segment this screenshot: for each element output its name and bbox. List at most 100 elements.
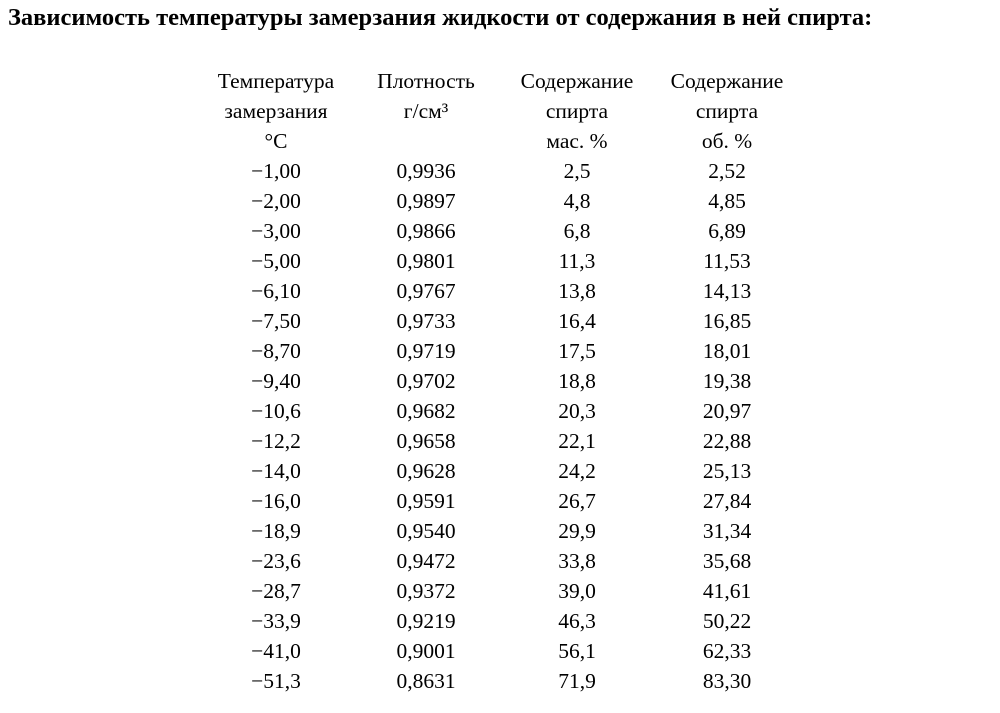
- header-line: Плотность: [377, 69, 475, 93]
- cell-temperature: −23,6: [251, 549, 301, 573]
- cell-mass-percent: 71,9: [558, 669, 596, 693]
- cell-volume-percent: 31,34: [702, 519, 752, 543]
- table-row: −14,0 0,9628 24,2 25,13: [0, 456, 1000, 486]
- cell-density: 0,9682: [396, 399, 456, 423]
- table-row: −5,00 0,9801 11,3 11,53: [0, 246, 1000, 276]
- cell-mass-percent: 56,1: [558, 639, 596, 663]
- table-row: −12,2 0,9658 22,1 22,88: [0, 426, 1000, 456]
- header-density: Плотность г/см³: [356, 66, 496, 126]
- header-line: мас. %: [546, 129, 608, 153]
- cell-mass-percent: 6,8: [563, 219, 591, 243]
- cell-mass-percent: 20,3: [558, 399, 596, 423]
- cell-temperature: −7,50: [251, 309, 301, 333]
- cell-volume-percent: 6,89: [708, 219, 746, 243]
- cell-density: 0,9702: [396, 369, 456, 393]
- header-line: замерзания: [224, 99, 328, 123]
- cell-volume-percent: 2,52: [708, 159, 746, 183]
- cell-temperature: −6,10: [251, 279, 301, 303]
- table-row: −41,0 0,9001 56,1 62,33: [0, 636, 1000, 666]
- cell-density: 0,9658: [396, 429, 456, 453]
- table-row: −1,00 0,9936 2,5 2,52: [0, 156, 1000, 186]
- cell-mass-percent: 2,5: [563, 159, 591, 183]
- header-line: об. %: [701, 129, 753, 153]
- cell-temperature: −8,70: [251, 339, 301, 363]
- cell-volume-percent: 83,30: [702, 669, 752, 693]
- cell-density: 0,9801: [396, 249, 456, 273]
- cell-temperature: −14,0: [251, 459, 301, 483]
- table-row: −9,40 0,9702 18,8 19,38: [0, 366, 1000, 396]
- cell-mass-percent: 4,8: [563, 189, 591, 213]
- header-line: г/см³: [403, 99, 449, 123]
- header-alcohol-volume-percent: Содержание спирта об. %: [652, 66, 802, 156]
- cell-temperature: −12,2: [251, 429, 301, 453]
- cell-temperature: −28,7: [251, 579, 301, 603]
- table-row: −7,50 0,9733 16,4 16,85: [0, 306, 1000, 336]
- cell-mass-percent: 11,3: [558, 249, 596, 273]
- table-row: −6,10 0,9767 13,8 14,13: [0, 276, 1000, 306]
- table-row: −18,9 0,9540 29,9 31,34: [0, 516, 1000, 546]
- table-row: −51,3 0,8631 71,9 83,30: [0, 666, 1000, 696]
- cell-density: 0,9719: [396, 339, 456, 363]
- cell-temperature: −10,6: [251, 399, 301, 423]
- cell-temperature: −51,3: [251, 669, 301, 693]
- header-line: спирта: [695, 99, 759, 123]
- table-row: −23,6 0,9472 33,8 35,68: [0, 546, 1000, 576]
- cell-temperature: −18,9: [251, 519, 301, 543]
- cell-density: 0,9591: [396, 489, 456, 513]
- table-row: −16,0 0,9591 26,7 27,84: [0, 486, 1000, 516]
- cell-volume-percent: 16,85: [702, 309, 752, 333]
- cell-volume-percent: 25,13: [702, 459, 752, 483]
- cell-volume-percent: 4,85: [708, 189, 746, 213]
- cell-volume-percent: 62,33: [702, 639, 752, 663]
- page-title: Зависимость температуры замерзания жидко…: [8, 4, 873, 31]
- cell-mass-percent: 33,8: [558, 549, 596, 573]
- cell-mass-percent: 46,3: [558, 609, 596, 633]
- cell-volume-percent: 41,61: [702, 579, 752, 603]
- cell-mass-percent: 18,8: [558, 369, 596, 393]
- cell-density: 0,9472: [396, 549, 456, 573]
- header-alcohol-mass-percent: Содержание спирта мас. %: [502, 66, 652, 156]
- table-row: −2,00 0,9897 4,8 4,85: [0, 186, 1000, 216]
- cell-density: 0,9372: [396, 579, 456, 603]
- table-row: −28,7 0,9372 39,0 41,61: [0, 576, 1000, 606]
- cell-volume-percent: 35,68: [702, 549, 752, 573]
- cell-volume-percent: 19,38: [702, 369, 752, 393]
- cell-density: 0,8631: [396, 669, 456, 693]
- cell-temperature: −16,0: [251, 489, 301, 513]
- table-row: −10,6 0,9682 20,3 20,97: [0, 396, 1000, 426]
- header-freezing-temperature: Температура замерзания °C: [196, 66, 356, 156]
- cell-mass-percent: 16,4: [558, 309, 596, 333]
- table-row: −33,9 0,9219 46,3 50,22: [0, 606, 1000, 636]
- cell-volume-percent: 50,22: [702, 609, 752, 633]
- cell-temperature: −41,0: [251, 639, 301, 663]
- cell-density: 0,9219: [396, 609, 456, 633]
- cell-mass-percent: 29,9: [558, 519, 596, 543]
- cell-density: 0,9936: [396, 159, 456, 183]
- cell-mass-percent: 22,1: [558, 429, 596, 453]
- cell-temperature: −9,40: [251, 369, 301, 393]
- cell-mass-percent: 17,5: [558, 339, 596, 363]
- cell-volume-percent: 14,13: [702, 279, 752, 303]
- cell-temperature: −3,00: [251, 219, 301, 243]
- cell-density: 0,9767: [396, 279, 456, 303]
- header-line: °C: [264, 129, 288, 153]
- cell-density: 0,9001: [396, 639, 456, 663]
- cell-volume-percent: 20,97: [702, 399, 752, 423]
- cell-density: 0,9628: [396, 459, 456, 483]
- cell-density: 0,9733: [396, 309, 456, 333]
- cell-density: 0,9897: [396, 189, 456, 213]
- table-row: −8,70 0,9719 17,5 18,01: [0, 336, 1000, 366]
- cell-temperature: −5,00: [251, 249, 301, 273]
- cell-mass-percent: 26,7: [558, 489, 596, 513]
- cell-volume-percent: 27,84: [702, 489, 752, 513]
- header-line: Содержание: [670, 69, 784, 93]
- cell-temperature: −2,00: [251, 189, 301, 213]
- cell-temperature: −1,00: [251, 159, 301, 183]
- cell-mass-percent: 13,8: [558, 279, 596, 303]
- cell-volume-percent: 11,53: [703, 249, 751, 273]
- cell-volume-percent: 18,01: [702, 339, 752, 363]
- header-line: спирта: [545, 99, 609, 123]
- cell-mass-percent: 39,0: [558, 579, 596, 603]
- cell-density: 0,9866: [396, 219, 456, 243]
- cell-temperature: −33,9: [251, 609, 301, 633]
